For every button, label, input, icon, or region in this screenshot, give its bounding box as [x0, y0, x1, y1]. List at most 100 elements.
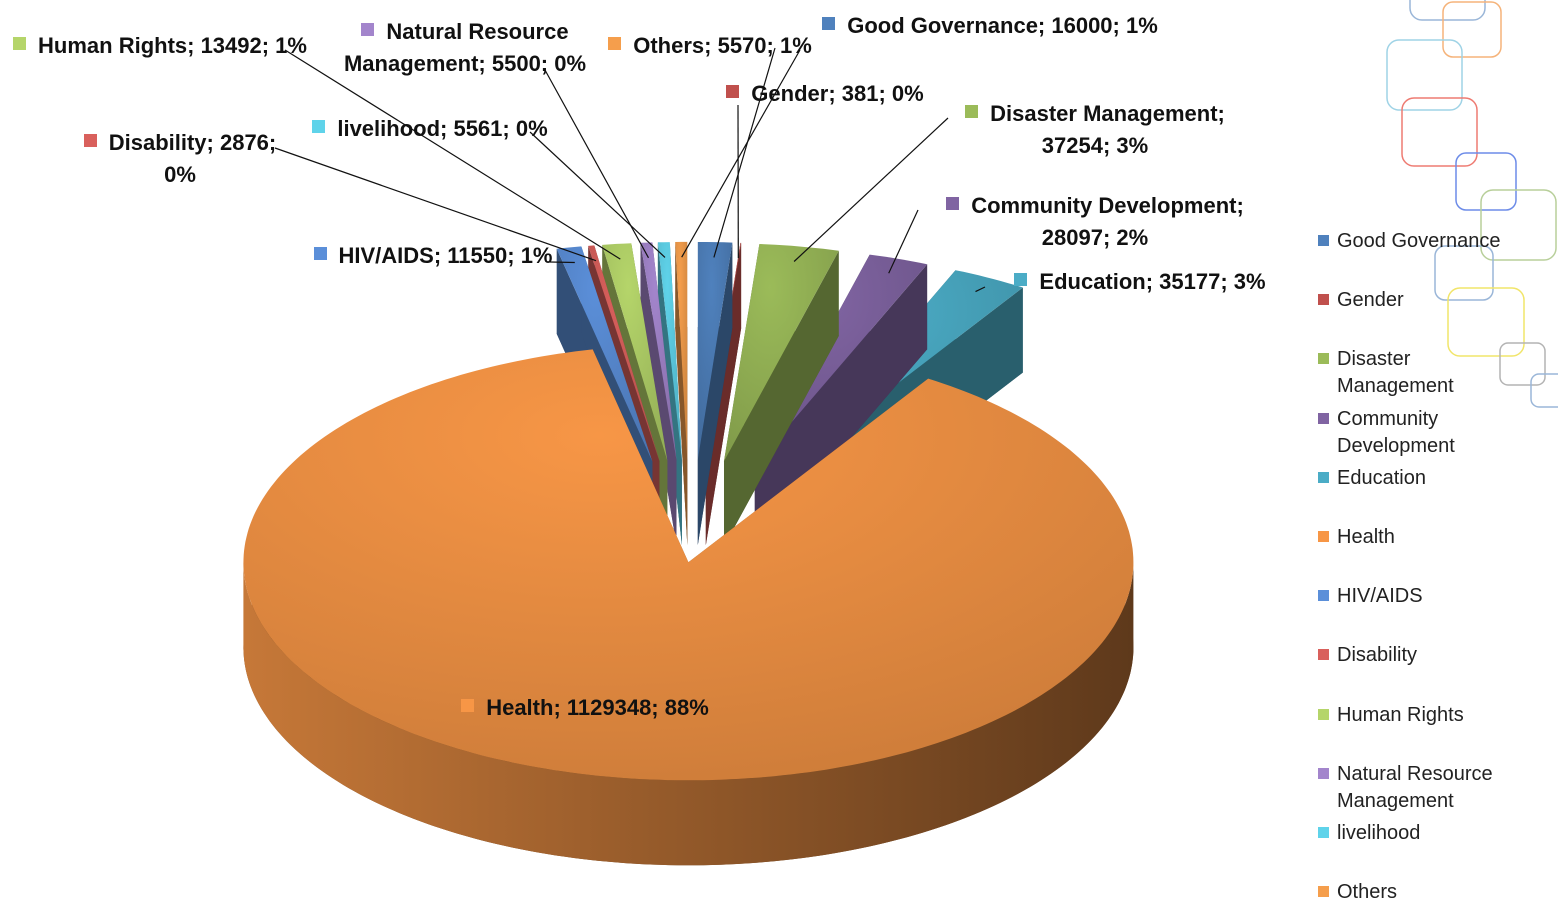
data-label-text: Natural Resource Management; 5500; 0% — [343, 19, 587, 76]
legend-swatch — [1318, 590, 1329, 602]
data-label-text: Others; 5570; 1% — [633, 33, 812, 58]
slice-top — [640, 242, 677, 461]
legend-label: Good Governance — [1337, 230, 1501, 252]
label-swatch — [1014, 273, 1028, 286]
legend-entry: Disaster Management — [1318, 346, 1518, 400]
data-label: Disaster Management; 37254; 3% — [945, 98, 1245, 162]
pie-slice — [243, 349, 1134, 866]
data-label-text: Human Rights; 13492; 1% — [38, 33, 307, 58]
data-label-text: Disability; 2876; 0% — [108, 130, 277, 187]
legend-swatch — [1318, 412, 1329, 424]
legend-entry: Community Development — [1318, 406, 1518, 460]
label-swatch — [313, 247, 327, 260]
label-swatch — [312, 120, 326, 133]
leader-line — [529, 131, 666, 258]
legend-swatch — [1318, 827, 1329, 838]
label-swatch — [13, 37, 27, 50]
data-label: Good Governance; 16000; 1% — [820, 10, 1160, 42]
slice-side — [697, 242, 733, 545]
leader-line — [713, 47, 776, 258]
data-label: Gender; 381; 0% — [705, 78, 945, 110]
data-label-text: HIV/AIDS; 11550; 1% — [338, 243, 553, 268]
pie-slice — [697, 242, 733, 545]
label-swatch — [83, 134, 97, 147]
legend-label: Community Development — [1337, 407, 1455, 457]
legend-label: Natural Resource Management — [1337, 762, 1493, 812]
slice-side — [724, 250, 839, 547]
legend-entry: livelihood — [1318, 820, 1518, 847]
label-swatch — [608, 37, 622, 50]
data-label: livelihood; 5561; 0% — [295, 113, 565, 145]
legend-swatch — [1318, 886, 1329, 898]
slice-top — [588, 245, 660, 462]
legend-label: Education — [1337, 466, 1426, 489]
slice-side — [640, 242, 677, 546]
legend-swatch — [1318, 353, 1329, 365]
pie-slice — [754, 254, 928, 551]
pie-slice — [675, 241, 688, 545]
slice-top — [602, 243, 668, 461]
slice-top — [556, 246, 653, 462]
data-label: Natural Resource Management; 5500; 0% — [315, 16, 615, 80]
legend-label: livelihood — [1337, 822, 1421, 844]
legend-swatch — [1318, 235, 1329, 246]
data-label: HIV/AIDS; 11550; 1% — [288, 240, 578, 272]
data-label: Others; 5570; 1% — [590, 30, 830, 62]
label-swatch — [946, 197, 960, 210]
legend-swatch — [1318, 531, 1329, 542]
legend-entry: Education — [1318, 465, 1518, 492]
label-swatch — [965, 105, 979, 118]
legend-label: Disaster Management — [1337, 348, 1454, 398]
slice-top — [675, 241, 688, 460]
legend-entry: Disability — [1318, 642, 1518, 669]
data-label: Community Development; 28097; 2% — [925, 190, 1265, 254]
data-label-text: Good Governance; 16000; 1% — [847, 13, 1158, 38]
slice-wall — [243, 562, 1134, 866]
data-label: Education; 35177; 3% — [995, 266, 1285, 298]
legend-label: Gender — [1337, 289, 1404, 312]
label-swatch — [361, 23, 375, 36]
data-label: Disability; 2876; 0% — [65, 127, 295, 191]
legend-swatch — [1318, 708, 1329, 720]
slice-top — [697, 242, 733, 460]
legend-label: Human Rights — [1337, 703, 1464, 726]
data-label: Health; 1129348; 88% — [435, 692, 735, 724]
leader-line — [681, 49, 801, 258]
legend-label: Health — [1337, 526, 1395, 548]
legend-entry: HIV/AIDS — [1318, 583, 1518, 610]
legend-entry: Others — [1318, 879, 1518, 902]
legend-entry: Good Governance — [1318, 228, 1518, 255]
leader-line — [793, 117, 949, 262]
data-label-text: Community Development; 28097; 2% — [971, 193, 1244, 250]
leader-line — [544, 69, 650, 259]
leader-line — [284, 49, 621, 260]
decoration — [1386, 0, 1558, 408]
data-label-text: Education; 35177; 3% — [1039, 269, 1266, 294]
data-label-text: Health; 1129348; 88% — [486, 695, 709, 720]
data-label: Human Rights; 13492; 1% — [10, 30, 310, 62]
legend-entry: Gender — [1318, 287, 1518, 314]
legend-swatch — [1318, 471, 1329, 483]
data-label-text: Gender; 381; 0% — [751, 81, 924, 106]
slice-top — [657, 242, 682, 460]
legend-entry: Human Rights — [1318, 702, 1518, 729]
legend-label: Disability — [1337, 644, 1418, 667]
leader-line — [888, 209, 919, 274]
slice-top — [724, 244, 839, 462]
label-swatch — [822, 17, 836, 30]
slice-side — [675, 242, 688, 545]
leader-line — [274, 147, 597, 262]
legend-swatch — [1318, 767, 1329, 779]
data-label-text: livelihood; 5561; 0% — [337, 116, 548, 141]
leader-line — [549, 261, 575, 264]
pie-slice — [724, 244, 839, 547]
data-label-text: Disaster Management; 37254; 3% — [990, 101, 1225, 158]
slice-top — [754, 254, 928, 466]
slice-top — [243, 349, 1134, 781]
label-swatch — [726, 85, 740, 98]
legend-label: Others — [1337, 881, 1398, 902]
legend-swatch — [1318, 649, 1329, 661]
label-swatch — [461, 699, 475, 712]
